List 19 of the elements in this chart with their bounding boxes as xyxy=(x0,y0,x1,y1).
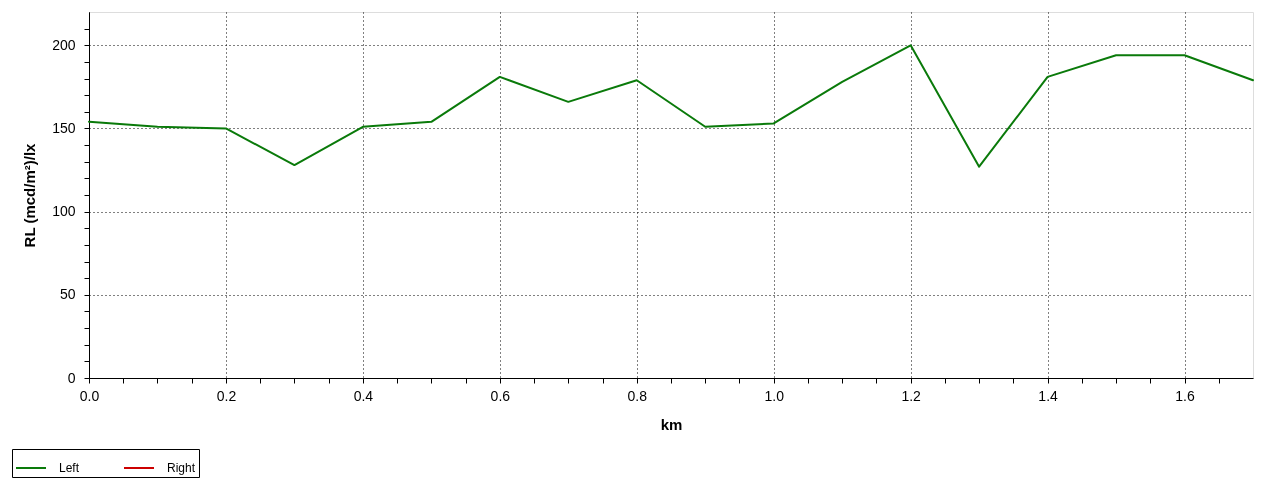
y-tick-label: 50 xyxy=(59,286,76,303)
x-tick-label: 1.6 xyxy=(1175,387,1195,404)
legend-label: Left xyxy=(59,461,80,475)
x-tick-label: 0.2 xyxy=(216,387,237,404)
x-axis-title: km xyxy=(660,415,683,433)
x-tick-label: 0.4 xyxy=(353,387,374,404)
y-tick-label: 150 xyxy=(52,119,76,136)
y-axis-title: RL (mcd/m²)/lx xyxy=(21,142,39,248)
x-tick-label: 0.6 xyxy=(490,387,511,404)
line-series xyxy=(88,44,1254,168)
y-tick-label: 200 xyxy=(52,36,76,53)
y-tick-label: 100 xyxy=(52,203,76,220)
x-tick-label: 0.8 xyxy=(627,387,648,404)
x-tick-label: 0.0 xyxy=(79,387,100,404)
x-tick-label: 1.0 xyxy=(764,387,785,404)
legend-label: Right xyxy=(167,461,196,475)
x-tick-label: 1.2 xyxy=(901,387,922,404)
y-tick-label: 0 xyxy=(67,369,76,386)
x-tick-label: 1.4 xyxy=(1038,387,1059,404)
